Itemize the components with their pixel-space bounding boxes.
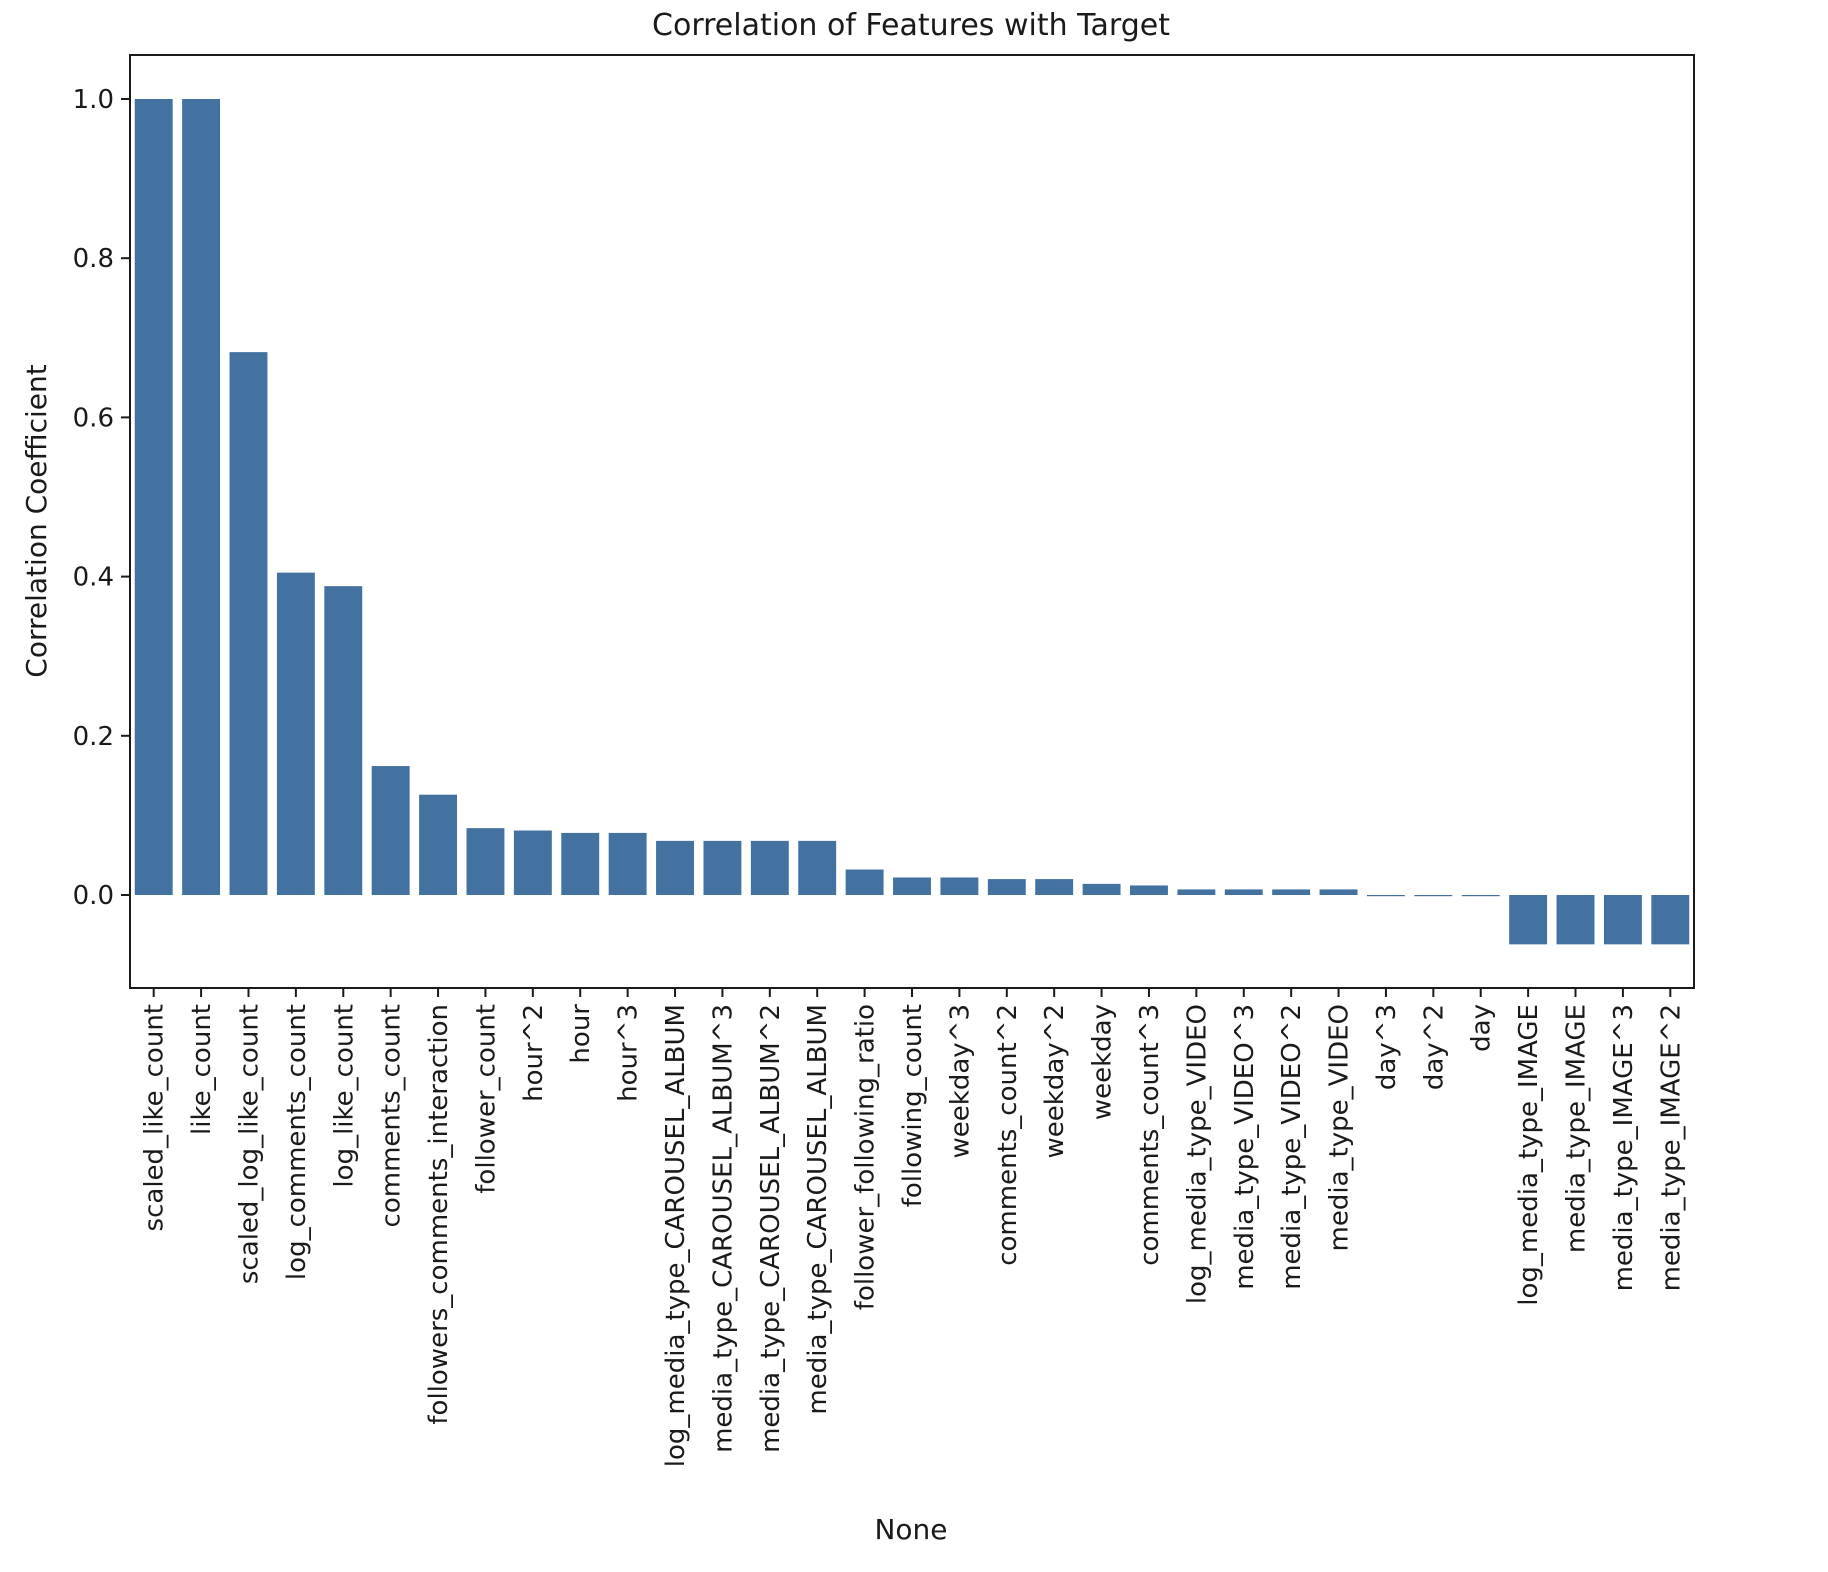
plot-area-frame: [129, 54, 1695, 989]
y-tick-label: 0.0: [73, 881, 114, 911]
bar-media-type-image-2: [1651, 895, 1690, 945]
bar-media-type-video-2: [1272, 889, 1311, 895]
bar-media-type-image-3: [1603, 895, 1642, 945]
x-tick-label: log_comments_count: [282, 1004, 312, 1280]
x-tick-label: media_type_VIDEO: [1325, 1004, 1355, 1251]
bar-hour: [561, 832, 600, 895]
x-tick-label: comments_count: [377, 1004, 407, 1227]
x-tick-label: media_type_IMAGE^3: [1609, 1004, 1639, 1291]
x-tick-label: weekday^3: [945, 1004, 975, 1158]
x-tick-label: hour^3: [614, 1004, 644, 1102]
y-axis-label: Correlation Coefficient: [20, 364, 53, 677]
x-tick-label: media_type_CAROUSEL_ALBUM^3: [708, 1004, 738, 1453]
x-tick-label: day^3: [1372, 1004, 1402, 1090]
y-tick-label: 1.0: [73, 85, 114, 115]
bar-follower-following-ratio: [845, 869, 884, 895]
bar-hour-2: [513, 830, 552, 895]
x-tick-label: media_type_VIDEO^3: [1230, 1004, 1260, 1290]
bar-media-type-carousel-album-3: [703, 840, 742, 895]
bar-weekday-2: [1035, 879, 1074, 895]
x-tick-label: media_type_CAROUSEL_ALBUM^2: [756, 1004, 786, 1453]
x-tick-label: weekday^2: [1040, 1004, 1070, 1158]
bar-following-count: [893, 877, 931, 895]
y-axis-ticks: 1.0 0.8 0.6 0.4 0.2 0.0: [73, 85, 130, 911]
x-axis-ticks: scaled_like_count like_count scaled_log_li…: [140, 988, 1686, 1467]
y-tick-label: 0.4: [73, 563, 114, 593]
y-tick-label: 0.2: [73, 722, 114, 752]
bar-comments-count-3: [1130, 885, 1168, 895]
x-tick-label: weekday: [1088, 1004, 1118, 1120]
x-tick-label: media_type_IMAGE^2: [1656, 1004, 1686, 1291]
bar-scaled-log-like-count: [229, 352, 268, 895]
bar-day-2: [1414, 895, 1453, 897]
bar-follower-count: [466, 828, 505, 895]
bar-media-type-carousel-album-2: [750, 840, 789, 895]
bar-media-type-image: [1556, 895, 1595, 945]
bar-scaled-like-count: [134, 99, 173, 895]
bar-media-type-video: [1319, 889, 1358, 895]
bar-log-media-type-video: [1177, 889, 1216, 895]
bar-weekday: [1082, 883, 1121, 895]
x-tick-label: scaled_log_like_count: [234, 1004, 264, 1284]
x-axis-label: None: [874, 1513, 947, 1546]
x-tick-label: media_type_IMAGE: [1562, 1004, 1592, 1253]
x-tick-label: hour: [566, 1004, 596, 1064]
x-tick-label: like_count: [187, 1004, 217, 1135]
x-tick-label: log_like_count: [329, 1004, 359, 1188]
x-tick-label: log_media_type_VIDEO: [1182, 1004, 1212, 1304]
x-tick-label: scaled_like_count: [140, 1004, 170, 1231]
bar-log-comments-count: [276, 572, 315, 895]
bars-group: [134, 99, 1690, 945]
bar-comments-count: [371, 766, 410, 895]
chart-title: Correlation of Features with Target: [652, 8, 1170, 43]
x-tick-label: log_media_type_IMAGE: [1514, 1004, 1544, 1306]
x-tick-label: followers_comments_interaction: [424, 1004, 454, 1425]
bar-media-type-video-3: [1224, 889, 1263, 895]
y-tick-label: 0.8: [73, 244, 114, 274]
x-tick-label: day: [1467, 1004, 1497, 1052]
x-tick-label: following_count: [898, 1004, 928, 1207]
bar-log-media-type-image: [1509, 895, 1548, 945]
y-tick-label: 0.6: [73, 403, 114, 433]
bar-log-like-count: [324, 586, 363, 895]
bar-log-media-type-carousel-album: [656, 840, 694, 895]
x-tick-label: hour^2: [519, 1004, 549, 1102]
x-tick-label: log_media_type_CAROUSEL_ALBUM: [661, 1004, 691, 1467]
bar-like-count: [182, 99, 221, 895]
x-tick-label: comments_count^3: [1135, 1004, 1165, 1266]
bar-media-type-carousel-album: [798, 840, 837, 895]
bar-day-3: [1366, 895, 1405, 897]
x-tick-label: day^2: [1419, 1004, 1449, 1090]
x-tick-label: comments_count^2: [993, 1004, 1023, 1266]
bar-comments-count-2: [987, 879, 1026, 895]
bar-followers-comments-interaction: [419, 794, 458, 895]
bar-day: [1461, 895, 1500, 897]
x-tick-label: media_type_CAROUSEL_ALBUM: [803, 1004, 833, 1415]
bar-weekday-3: [940, 877, 979, 895]
x-tick-label: follower_count: [471, 1004, 501, 1194]
x-tick-label: follower_following_ratio: [851, 1004, 881, 1310]
bar-hour-3: [608, 832, 647, 895]
x-tick-label: media_type_VIDEO^2: [1277, 1004, 1307, 1290]
